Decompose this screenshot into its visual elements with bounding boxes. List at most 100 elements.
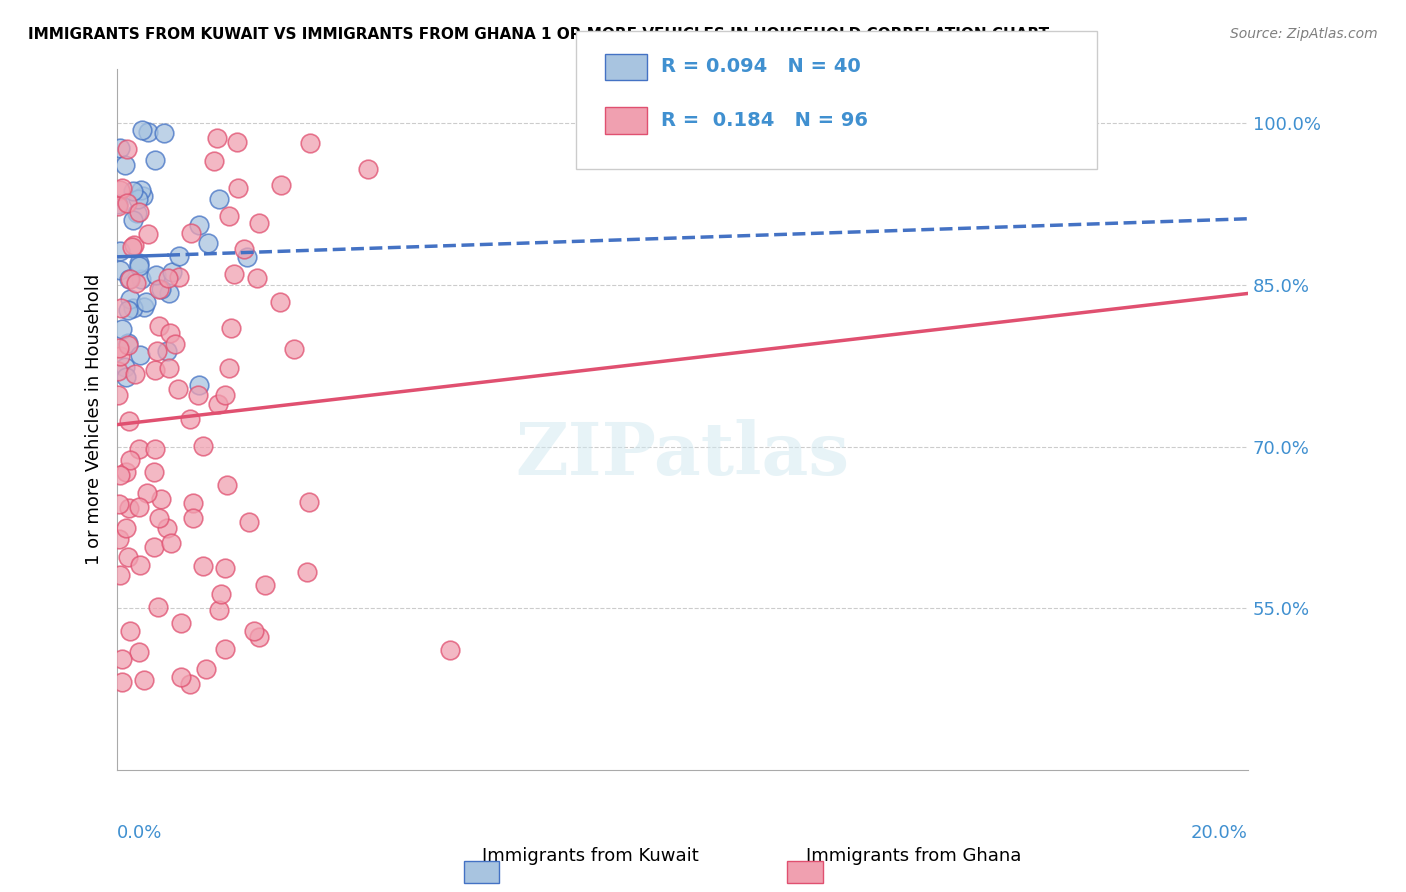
Point: [108, 341, 131, 355]
Point: [107, 364, 129, 378]
Text: Immigrants from Kuwait: Immigrants from Kuwait: [482, 847, 699, 865]
Point: [218, 209, 240, 223]
Point: [156, 270, 179, 285]
Point: [269, 294, 291, 309]
Point: [128, 442, 150, 456]
Text: Immigrants from Ghana: Immigrants from Ghana: [806, 847, 1022, 865]
Text: 0.0%: 0.0%: [117, 824, 163, 842]
Point: [439, 642, 461, 657]
Point: [238, 515, 260, 529]
Point: [111, 652, 134, 666]
Point: [128, 558, 150, 573]
Point: [118, 624, 141, 639]
Point: [125, 206, 148, 220]
Point: [118, 272, 141, 286]
Point: [125, 276, 148, 290]
Point: [107, 532, 129, 546]
Point: [143, 153, 166, 167]
Point: [197, 235, 219, 250]
Point: [179, 676, 201, 690]
Point: [180, 226, 202, 240]
Point: [108, 140, 131, 154]
Point: [118, 272, 141, 286]
Point: [107, 388, 129, 402]
Point: [170, 616, 193, 631]
Point: [208, 192, 231, 206]
Point: [165, 337, 187, 351]
Point: [162, 265, 184, 279]
Point: [114, 158, 136, 172]
Point: [143, 540, 166, 554]
Point: [145, 343, 167, 358]
Point: [187, 218, 209, 232]
Point: [108, 183, 131, 197]
Point: [150, 491, 173, 506]
Point: [181, 510, 204, 524]
Point: [208, 603, 231, 617]
Point: [122, 301, 145, 315]
Point: [115, 521, 138, 535]
Point: [235, 250, 257, 264]
Point: [148, 318, 170, 333]
Point: [160, 536, 183, 550]
Point: [166, 382, 188, 396]
Text: R = 0.094   N = 40: R = 0.094 N = 40: [661, 57, 860, 77]
Point: [218, 361, 240, 376]
Point: [298, 495, 321, 509]
Point: [136, 125, 159, 139]
Point: [202, 154, 225, 169]
Point: [191, 439, 214, 453]
Point: [270, 178, 292, 192]
Point: [214, 561, 236, 575]
Point: [134, 300, 156, 314]
Y-axis label: 1 or more Vehicles in Household: 1 or more Vehicles in Household: [86, 274, 103, 566]
Point: [209, 587, 232, 601]
Point: [134, 673, 156, 687]
Point: [128, 500, 150, 514]
Point: [148, 282, 170, 296]
Point: [143, 363, 166, 377]
Point: [111, 674, 134, 689]
Point: [207, 397, 229, 411]
Point: [117, 335, 139, 350]
Point: [117, 549, 139, 564]
Point: [148, 510, 170, 524]
Point: [247, 630, 270, 644]
Point: [169, 270, 191, 285]
Point: [129, 183, 152, 197]
Point: [283, 342, 305, 356]
Point: [108, 349, 131, 363]
Point: [115, 142, 138, 156]
Point: [108, 244, 131, 259]
Point: [142, 465, 165, 479]
Point: [214, 641, 236, 656]
Point: [193, 558, 215, 573]
Point: [232, 242, 254, 256]
Point: [122, 212, 145, 227]
Point: [215, 477, 238, 491]
Point: [108, 568, 131, 582]
Point: [157, 285, 180, 300]
Point: [156, 344, 179, 359]
Point: [108, 497, 131, 511]
Point: [117, 303, 139, 318]
Point: [118, 292, 141, 306]
Point: [187, 387, 209, 401]
Point: [129, 272, 152, 286]
Point: [132, 189, 155, 203]
Text: ZIPatlas: ZIPatlas: [516, 419, 849, 490]
Text: IMMIGRANTS FROM KUWAIT VS IMMIGRANTS FROM GHANA 1 OR MORE VEHICLES IN HOUSEHOLD : IMMIGRANTS FROM KUWAIT VS IMMIGRANTS FRO…: [28, 27, 1049, 42]
Point: [136, 486, 159, 500]
Point: [110, 301, 132, 316]
Point: [129, 348, 152, 362]
Point: [145, 268, 167, 282]
Point: [222, 267, 245, 281]
Point: [183, 496, 205, 510]
Point: [254, 578, 277, 592]
Point: [124, 238, 146, 252]
Text: 20.0%: 20.0%: [1191, 824, 1249, 842]
Point: [225, 136, 247, 150]
Point: [128, 259, 150, 273]
Point: [246, 270, 269, 285]
Point: [107, 199, 129, 213]
